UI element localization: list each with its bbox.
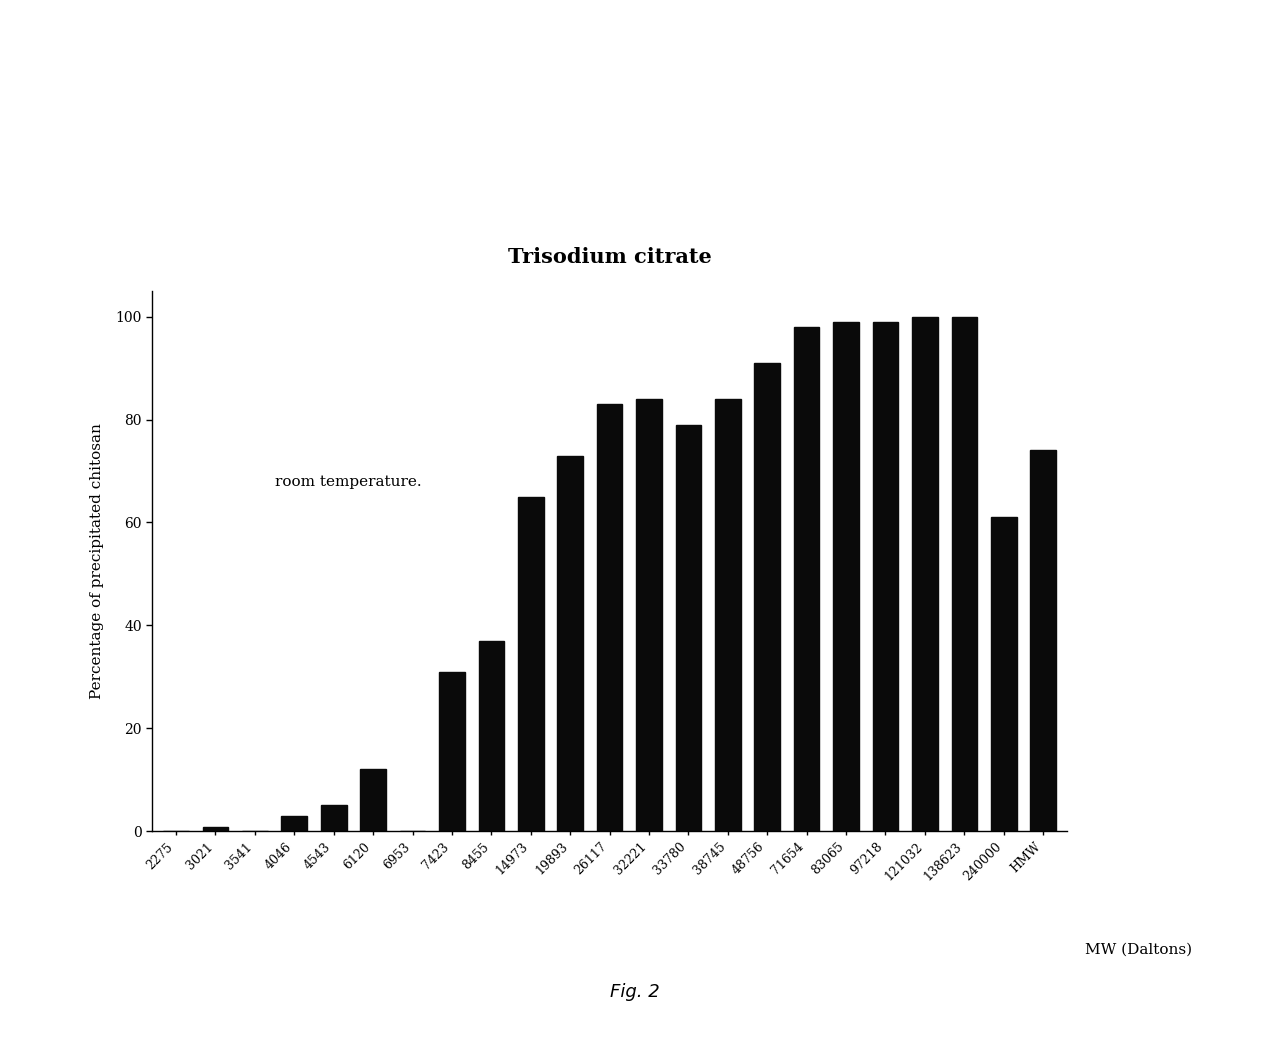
Bar [676, 425, 701, 831]
Bar [1030, 451, 1055, 831]
Bar [518, 497, 544, 831]
Text: room temperature.: room temperature. [274, 476, 422, 489]
Bar [951, 317, 977, 831]
Bar [597, 404, 622, 831]
Bar [361, 770, 386, 831]
Y-axis label: Percentage of precipitated chitosan: Percentage of precipitated chitosan [90, 423, 104, 699]
Bar [636, 399, 662, 831]
Bar [754, 363, 780, 831]
Bar [282, 816, 307, 831]
Bar [203, 827, 229, 831]
Bar [794, 327, 819, 831]
Bar [833, 322, 859, 831]
Bar [872, 322, 898, 831]
Text: Fig. 2: Fig. 2 [610, 984, 660, 1002]
Bar [439, 671, 465, 831]
Title: Trisodium citrate: Trisodium citrate [508, 247, 711, 267]
Bar [715, 399, 740, 831]
Bar [991, 517, 1016, 831]
Bar [912, 317, 937, 831]
Bar [321, 805, 347, 831]
Bar [479, 641, 504, 831]
Text: MW (Daltons): MW (Daltons) [1085, 943, 1193, 957]
Bar [558, 455, 583, 831]
